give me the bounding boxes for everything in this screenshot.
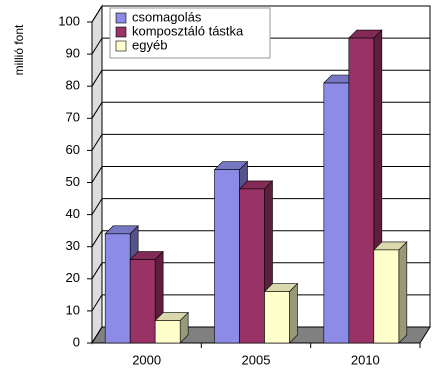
grid-line-side bbox=[91, 262, 103, 280]
y-tick-label: 90 bbox=[66, 46, 80, 61]
grid-line-side bbox=[91, 198, 103, 215]
legend-label: egyéb bbox=[132, 37, 167, 52]
bar bbox=[104, 233, 131, 344]
grid-line-side bbox=[91, 134, 103, 151]
legend-swatch bbox=[115, 26, 127, 38]
y-tick-label: 100 bbox=[58, 13, 80, 28]
legend-label: csomagolás bbox=[132, 9, 202, 24]
grid-line-side bbox=[91, 69, 103, 87]
y-tick-label: 80 bbox=[66, 78, 80, 93]
bar bbox=[154, 320, 181, 344]
bar bbox=[129, 259, 156, 344]
x-tick-label: 2005 bbox=[242, 352, 271, 367]
bar-side bbox=[398, 241, 408, 344]
legend-swatch bbox=[115, 40, 127, 52]
y-tick-label: 50 bbox=[66, 174, 80, 189]
grid-line-side bbox=[91, 294, 103, 312]
grid-line-side bbox=[91, 37, 103, 55]
bar bbox=[348, 37, 375, 344]
y-tick-label: 10 bbox=[66, 302, 80, 317]
grid-line-side bbox=[91, 230, 103, 247]
y-tick-label: 40 bbox=[66, 206, 80, 221]
grid-line-side bbox=[91, 326, 103, 344]
bar bbox=[264, 291, 290, 344]
y-tick-label: 20 bbox=[66, 270, 80, 285]
grid-line-side bbox=[91, 5, 103, 23]
legend-swatch bbox=[115, 12, 127, 24]
y-tick-label: 60 bbox=[66, 142, 80, 157]
grid-line-side bbox=[91, 102, 103, 119]
bar bbox=[373, 249, 400, 344]
y-tick-label: 70 bbox=[66, 110, 80, 125]
legend-label: komposztáló tástka bbox=[132, 23, 244, 38]
bar bbox=[239, 188, 265, 344]
bar-side bbox=[289, 282, 298, 344]
legend-box bbox=[109, 7, 271, 59]
x-tick-label: 2010 bbox=[351, 352, 380, 367]
grid-line-side bbox=[91, 166, 103, 183]
y-tick-label: 0 bbox=[73, 334, 80, 349]
x-tick-label: 2000 bbox=[132, 352, 161, 367]
y-axis-label: millió font bbox=[12, 24, 26, 75]
y-tick-label: 30 bbox=[66, 238, 80, 253]
bar bbox=[323, 82, 350, 344]
bar bbox=[214, 169, 240, 344]
